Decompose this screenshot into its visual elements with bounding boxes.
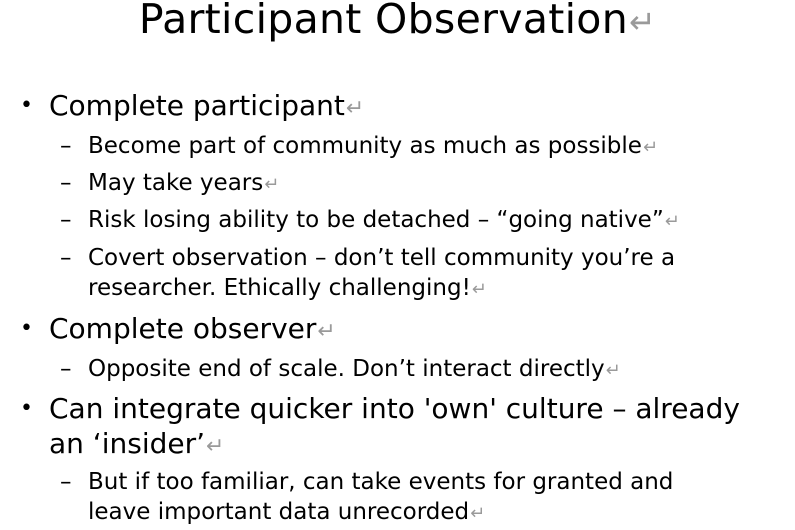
paragraph-mark-icon: ↵ <box>345 96 365 121</box>
sub-bullet-text: Risk losing ability to be detached – “go… <box>88 207 664 233</box>
sub-bullet-text: Covert observation – don’t tell communit… <box>88 245 676 271</box>
slide-title-text: Participant Observation <box>138 0 628 43</box>
paragraph-mark-icon: ↵ <box>642 137 658 158</box>
paragraph-mark-icon: ↵ <box>206 434 225 459</box>
dash-icon: – <box>60 245 72 271</box>
slide-title: Participant Observation↵ <box>0 0 795 47</box>
paragraph-mark-icon: ↵ <box>470 503 486 524</box>
bullet-dot-icon: • <box>20 316 33 341</box>
sub-bullet-text: leave important data unrecorded <box>88 499 470 525</box>
dash-icon: – <box>60 469 72 495</box>
bullet-text: Complete participant <box>49 89 345 122</box>
dash-icon: – <box>60 356 72 382</box>
paragraph-mark-icon: ↵ <box>471 279 487 300</box>
sub-bullet-text: Opposite end of scale. Don’t interact di… <box>88 356 605 382</box>
paragraph-mark-icon: ↵ <box>605 360 621 381</box>
paragraph-mark-icon: ↵ <box>317 319 336 344</box>
bullet-text: Can integrate quicker into 'own' culture… <box>49 392 740 425</box>
dash-icon: – <box>60 133 72 159</box>
sub-bullet-text: But if too familiar, can take events for… <box>88 469 674 495</box>
bullet-dot-icon: • <box>20 396 33 421</box>
paragraph-mark-icon: ↵ <box>664 211 680 232</box>
bullet-dot-icon: • <box>20 93 33 118</box>
sub-bullet-text: May take years <box>88 170 264 196</box>
dash-icon: – <box>60 170 72 196</box>
bullet-text: an ‘insider’ <box>49 427 206 460</box>
sub-bullet-text: researcher. Ethically challenging! <box>88 275 471 301</box>
bullet-text: Complete observer <box>49 312 317 345</box>
dash-icon: – <box>60 207 72 233</box>
paragraph-mark-icon: ↵ <box>264 174 280 195</box>
sub-bullet-text: Become part of community as much as poss… <box>88 133 642 159</box>
paragraph-mark-icon: ↵ <box>628 3 657 41</box>
